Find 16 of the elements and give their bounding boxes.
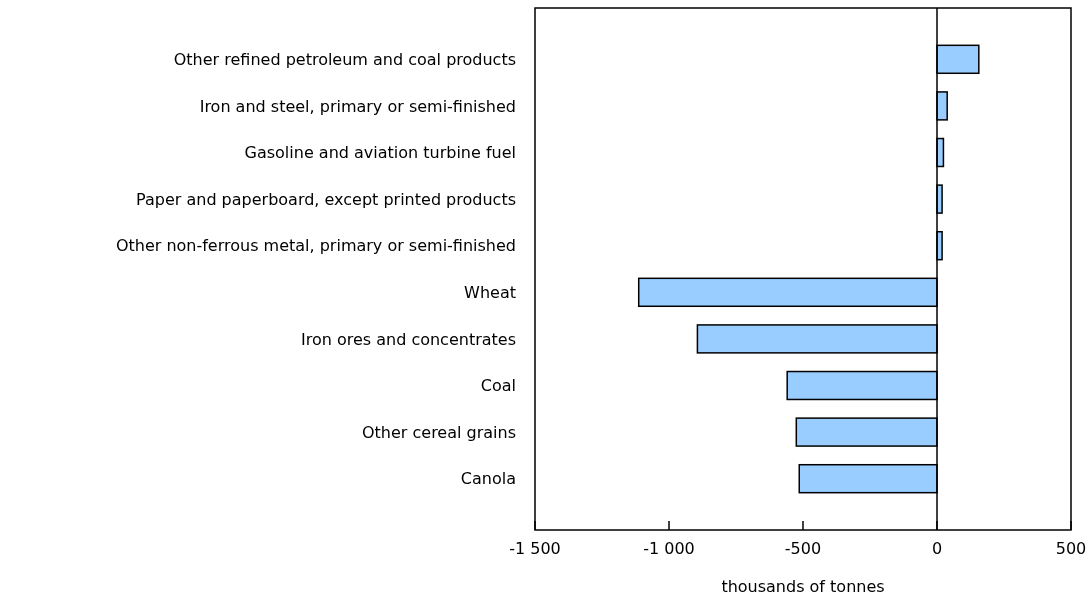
x-tick-label: -1 500 xyxy=(509,539,561,558)
x-tick-label: 0 xyxy=(931,539,943,558)
y-tick-label: Iron and steel, primary or semi-finished xyxy=(199,96,516,116)
y-tick-label: Coal xyxy=(480,376,516,396)
x-tick-label: -500 xyxy=(784,539,822,558)
y-tick-label: Other refined petroleum and coal products xyxy=(173,49,516,69)
y-tick-label: Other cereal grains xyxy=(361,422,516,442)
x-tick-label: 500 xyxy=(1055,539,1087,558)
y-tick-label: Canola xyxy=(460,469,516,489)
x-tick-label: -1 000 xyxy=(643,539,695,558)
y-tick-label: Paper and paperboard, except printed products xyxy=(136,189,516,209)
x-axis-title: thousands of tonnes xyxy=(721,577,885,596)
y-tick-label: Iron ores and concentrates xyxy=(300,329,516,349)
y-tick-label: Gasoline and aviation turbine fuel xyxy=(244,143,516,163)
y-tick-label: Other non-ferrous metal, primary or semi-finished xyxy=(115,236,516,256)
y-tick-label: Wheat xyxy=(464,282,516,302)
